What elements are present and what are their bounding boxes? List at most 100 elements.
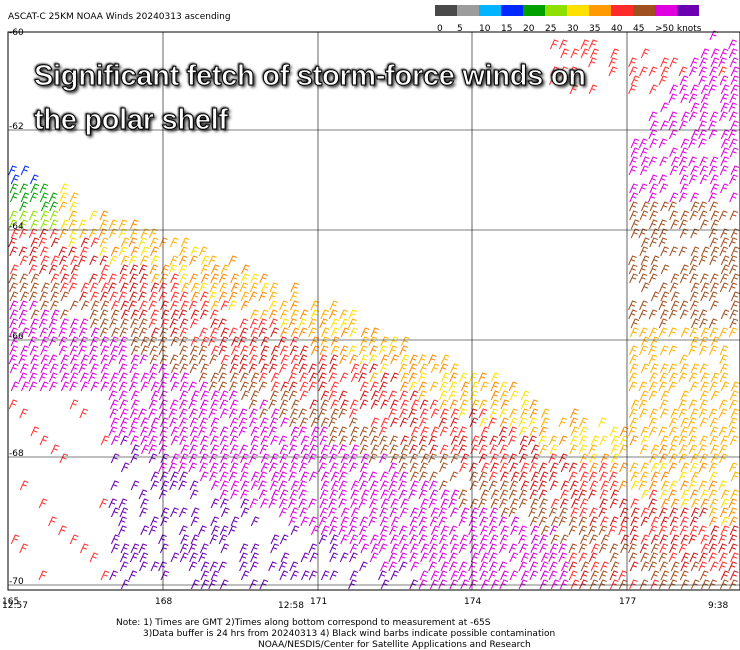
wind-barb [370,444,380,455]
wind-barb [210,516,219,527]
wind-barb [130,399,140,410]
wind-barb [30,318,39,329]
wind-barb [209,309,219,320]
wind-barb [319,318,328,329]
wind-barb [298,318,307,329]
wind-barb [648,489,658,500]
wind-barb [549,444,559,455]
wind-barb [699,102,709,113]
wind-barb [359,381,369,392]
wind-barb [458,498,468,509]
wind-barb [99,291,109,302]
wind-barb [640,255,650,266]
wind-barb [558,453,568,464]
wind-barb [328,390,338,401]
wind-barb [49,201,58,212]
wind-barb [120,255,130,266]
wind-barb [469,498,479,509]
wind-barb [359,363,369,374]
wind-barb [508,435,517,446]
wind-barb [199,453,209,464]
wind-barb [338,408,348,419]
wind-barb [79,408,89,419]
wind-barb [119,327,129,338]
wind-barb [600,480,610,491]
wind-barb [388,489,397,500]
wind-barb [69,336,79,347]
wind-barb [668,201,677,212]
wind-barb [489,534,499,545]
wind-barb [639,543,649,554]
wind-barb [610,489,619,500]
wind-barb [559,75,569,86]
wind-barb [709,255,718,266]
wind-barb [640,471,649,482]
wind-barb [108,219,118,230]
wind-barb [680,183,689,194]
wind-barb [308,543,318,554]
wind-barb [239,282,249,293]
wind-barb [640,507,650,518]
wind-barb [429,579,439,590]
wind-barb [109,255,118,266]
wind-barb [40,201,50,212]
wind-barb [140,525,149,536]
wind-barb [109,570,118,581]
wind-barb [708,516,718,527]
wind-barb [439,543,448,554]
wind-barb [90,318,99,329]
wind-barb [148,399,158,410]
wind-barb [200,390,210,401]
wind-barb [529,561,539,572]
wind-barb [110,300,120,311]
wind-barb [728,534,738,545]
wind-barb [709,471,718,482]
wind-barb [440,561,450,572]
wind-barb [289,417,298,428]
wind-barb [138,327,148,338]
wind-barb [518,444,528,455]
wind-barb [489,435,498,446]
wind-barb [580,471,589,482]
wind-barb [130,480,140,491]
wind-barb [659,444,668,455]
wind-barb [549,39,559,50]
wind-barb [720,255,730,266]
wind-barb [689,462,699,473]
wind-barb [688,138,697,149]
wind-barb [439,480,448,491]
wind-barb [658,237,668,248]
wind-barb [99,237,109,248]
wind-barb [670,561,680,572]
wind-barb [8,237,17,248]
wind-barb [709,561,719,572]
wind-barb [599,498,608,509]
wind-barb [480,381,489,392]
wind-barb [268,291,278,302]
wind-barb [510,516,520,527]
wind-barb [348,309,358,320]
wind-barb [400,543,409,554]
wind-barb [609,543,619,554]
wind-barb [649,201,659,212]
wind-barb [288,498,297,509]
wind-barb [700,372,710,383]
wind-barb [48,516,57,527]
map-title: ASCAT-C 25KM NOAA Winds 20240313 ascendi… [8,12,231,22]
wind-barb [558,417,568,428]
wind-barb [628,264,638,275]
wind-barb [219,408,229,419]
wind-barb [258,291,267,302]
wind-barb [200,363,209,374]
wind-barb [260,363,269,374]
wind-barb [528,435,537,446]
wind-barb [300,471,309,482]
wind-barb [70,318,79,329]
wind-barb [689,291,699,302]
wind-barb [540,525,550,536]
latitude-label: -66 [9,332,24,342]
wind-barb [299,381,309,392]
wind-barb [149,363,159,374]
wind-barb [359,480,369,491]
